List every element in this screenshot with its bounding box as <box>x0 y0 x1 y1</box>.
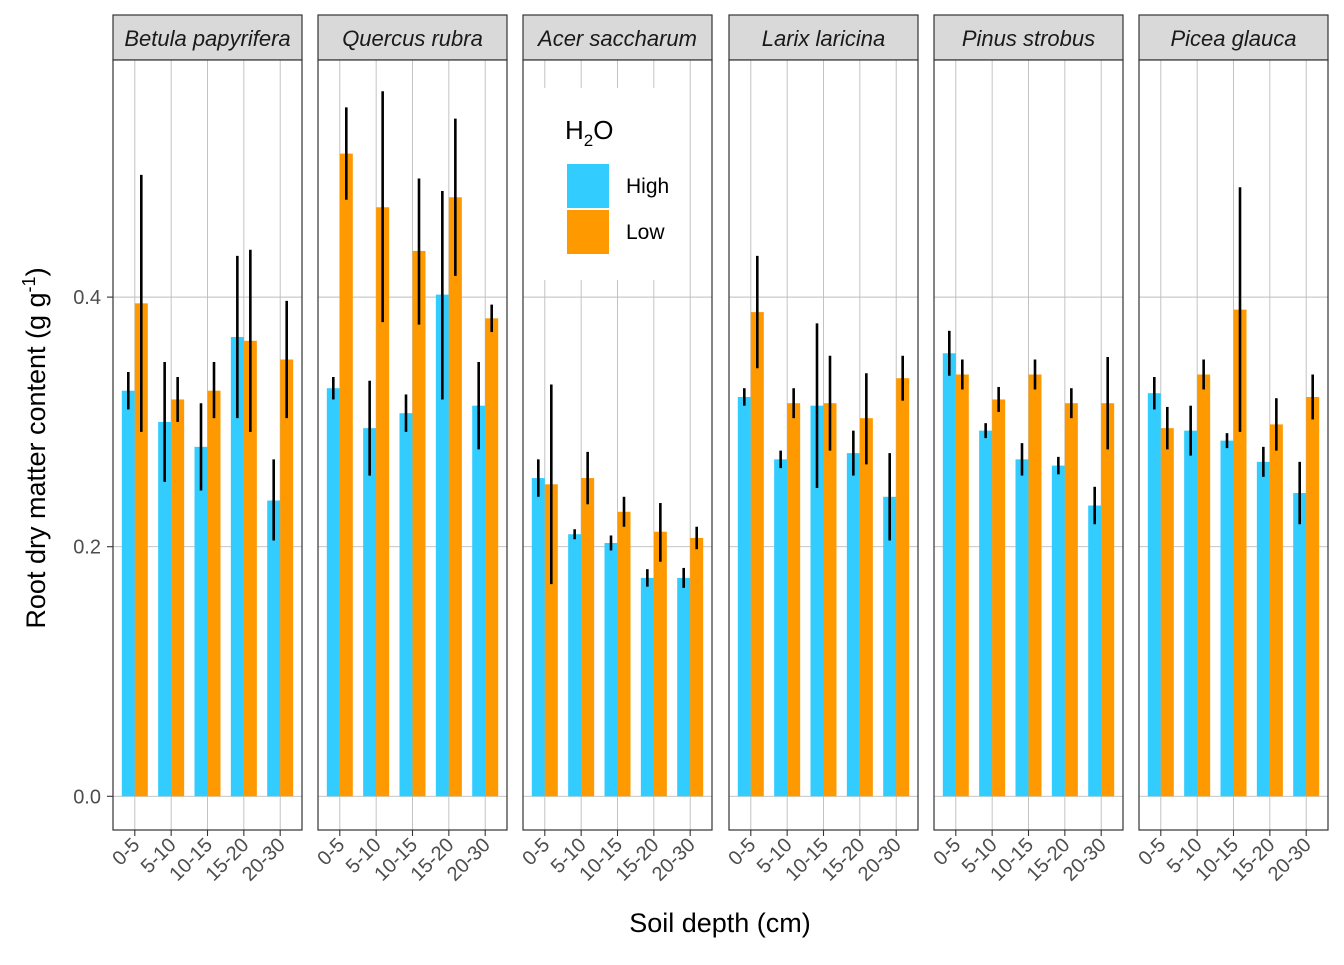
facet-strip <box>728 14 919 61</box>
bar-low <box>412 250 426 797</box>
facet-strip <box>317 14 508 61</box>
bar-low <box>581 478 595 797</box>
bar-low <box>1028 374 1042 797</box>
y-tick-label: 0.2 <box>73 537 101 559</box>
bar-high <box>810 405 824 797</box>
bar-high <box>1256 461 1270 797</box>
x-tick-label: 20-30 <box>1264 834 1316 886</box>
legend-swatch-low <box>567 210 609 254</box>
bar-low <box>485 318 499 797</box>
bar-high <box>363 428 377 797</box>
legend-background <box>541 88 679 280</box>
bar-high <box>1088 505 1102 797</box>
facet-title: Picea glauca <box>1171 26 1297 51</box>
bar-high <box>737 396 751 797</box>
bar-low <box>1306 396 1320 797</box>
x-tick-label: 20-30 <box>854 834 906 886</box>
y-tick-label: 0.4 <box>73 287 101 309</box>
bar-low <box>1269 424 1283 797</box>
facet-strip <box>112 14 303 61</box>
bar-high <box>568 534 582 797</box>
bar-high <box>472 405 486 797</box>
bar-low <box>823 403 837 797</box>
bar-high <box>846 453 860 797</box>
bar-low <box>280 359 294 797</box>
bar-high <box>121 390 135 797</box>
bar-low <box>896 378 910 797</box>
legend-label-high: High <box>626 175 669 198</box>
bar-high <box>1293 493 1307 797</box>
bar-low <box>1233 309 1247 797</box>
bar-low <box>653 531 667 797</box>
legend-label-low: Low <box>626 221 665 244</box>
facet-title: Pinus strobus <box>962 26 1095 51</box>
bar-low <box>171 399 185 797</box>
facet-title: Acer saccharum <box>536 26 697 51</box>
bar-low <box>617 511 631 797</box>
facet-strip <box>522 14 713 61</box>
bar-high <box>883 496 897 797</box>
bar-low <box>1197 374 1211 797</box>
bar-low <box>750 312 764 797</box>
bar-high <box>531 478 545 797</box>
bar-high <box>677 577 691 797</box>
bar-low <box>544 484 558 797</box>
x-axis-label: Soil depth (cm) <box>629 908 811 938</box>
y-axis: 0.0 0.2 0.4 <box>73 287 113 808</box>
bar-low <box>376 207 390 797</box>
bar-high <box>979 430 993 797</box>
bar-low <box>243 340 257 797</box>
bar-low <box>339 153 353 797</box>
bar-high <box>194 446 208 797</box>
bar-low <box>134 303 148 797</box>
bar-low <box>859 418 873 797</box>
legend-title: H2O <box>565 115 613 150</box>
bar-high <box>158 421 172 797</box>
bar-high <box>774 459 788 797</box>
x-tick-label: 20-30 <box>648 834 700 886</box>
bar-high <box>1184 430 1198 797</box>
y-tick-label: 0.0 <box>73 786 101 808</box>
bar-high <box>604 542 618 797</box>
y-axis-label: Root dry matter content (g g-1) <box>19 267 51 628</box>
bar-low <box>787 403 801 797</box>
bar-low <box>448 197 462 797</box>
facet-title: Larix laricina <box>762 26 886 51</box>
bar-high <box>399 413 413 797</box>
facet-title: Betula papyrifera <box>124 26 290 51</box>
bar-high <box>267 500 281 797</box>
bar-low <box>1101 403 1115 797</box>
bar-high <box>1147 393 1161 797</box>
bar-high <box>1015 459 1029 797</box>
bar-low <box>690 537 704 797</box>
bar-high <box>326 388 340 797</box>
bar-high <box>230 337 244 797</box>
x-tick-label: 20-30 <box>443 834 495 886</box>
bar-high <box>1220 440 1234 797</box>
facet-strip <box>1138 14 1329 61</box>
bar-high <box>640 577 654 797</box>
bar-low <box>1064 403 1078 797</box>
panels-layer: Betula papyrifera0-55-1010-1515-2020-30Q… <box>108 14 1329 886</box>
bar-low <box>955 374 969 797</box>
bar-low <box>207 390 221 797</box>
bar-low <box>1160 428 1174 797</box>
bar-high <box>942 353 956 797</box>
bar-high <box>1051 465 1065 797</box>
x-tick-label: 20-30 <box>238 834 290 886</box>
legend-swatch-high <box>567 164 609 208</box>
facet-title: Quercus rubra <box>342 26 483 51</box>
bar-high <box>435 294 449 797</box>
x-tick-label: 20-30 <box>1059 834 1111 886</box>
legend: H2O High Low <box>541 88 679 280</box>
bar-low <box>992 399 1006 797</box>
